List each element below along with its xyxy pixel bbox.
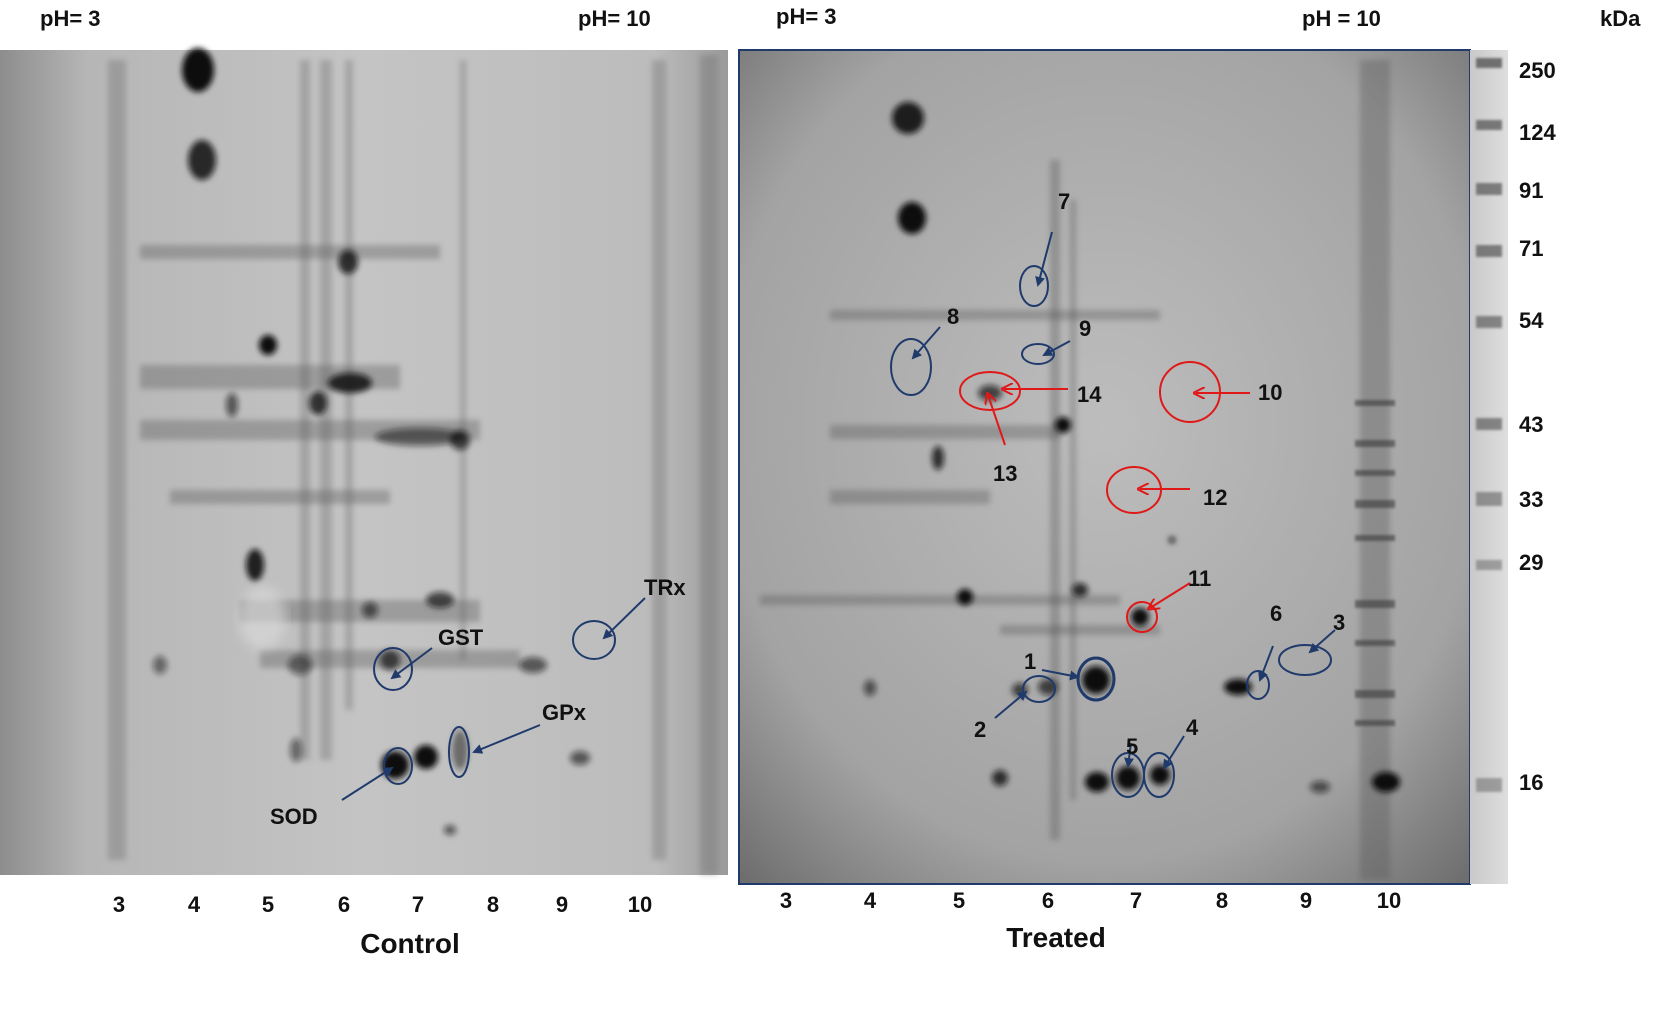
treated-tick-5: 5 bbox=[952, 888, 966, 913]
spot-5-label: 5 bbox=[1126, 734, 1138, 759]
spot-1-label: 1 bbox=[1024, 649, 1036, 674]
marker-43: 43 bbox=[1519, 412, 1544, 437]
treated-caption: Treated bbox=[1006, 922, 1106, 953]
marker-91: 91 bbox=[1519, 178, 1544, 203]
spot-3-label: 3 bbox=[1333, 610, 1345, 635]
marker-ladder bbox=[1470, 50, 1508, 884]
spot-14-label: 14 bbox=[1077, 382, 1102, 407]
spot-4-label: 4 bbox=[1186, 715, 1199, 740]
control-ph-right: pH= 10 bbox=[578, 6, 651, 31]
control-gel: GST GPx SOD TRx bbox=[0, 48, 728, 875]
marker-33: 33 bbox=[1519, 487, 1544, 512]
spot-7-label: 7 bbox=[1058, 189, 1070, 214]
spot-9-circle bbox=[1021, 343, 1055, 365]
spot-2-label: 2 bbox=[974, 717, 986, 742]
spot-2-circle bbox=[1022, 675, 1056, 703]
control-tick-8: 8 bbox=[486, 892, 500, 917]
spot-13-label: 13 bbox=[993, 461, 1017, 486]
sod-label: SOD bbox=[270, 804, 318, 829]
spot-numbers: 1 2 3 4 5 6 7 8 9 10 11 12 13 14 bbox=[947, 189, 1345, 759]
spot-7-circle bbox=[1019, 265, 1049, 307]
gpx-label: GPx bbox=[542, 700, 587, 725]
marker-unit: kDa bbox=[1600, 6, 1641, 31]
control-tick-7: 7 bbox=[411, 892, 425, 917]
trx-circle bbox=[572, 620, 616, 660]
control-ph-left: pH= 3 bbox=[40, 6, 101, 31]
marker-29: 29 bbox=[1519, 550, 1544, 575]
trx-label: TRx bbox=[644, 575, 686, 600]
spot-3-circle bbox=[1278, 644, 1332, 676]
spot-6-circle bbox=[1246, 670, 1270, 700]
marker-16: 16 bbox=[1519, 770, 1544, 795]
control-tick-10: 10 bbox=[627, 892, 653, 917]
treated-tick-7: 7 bbox=[1129, 888, 1143, 913]
treated-tick-6: 6 bbox=[1041, 888, 1055, 913]
control-tick-4: 4 bbox=[187, 892, 201, 917]
gst-label: GST bbox=[438, 625, 484, 650]
spot-6-label: 6 bbox=[1270, 601, 1282, 626]
treated-red-annotations bbox=[959, 361, 1250, 633]
control-annotations bbox=[341, 597, 646, 801]
spot-8-label: 8 bbox=[947, 304, 959, 329]
marker-124: 124 bbox=[1519, 120, 1556, 145]
spot-9-label: 9 bbox=[1079, 316, 1091, 341]
spot-10-label: 10 bbox=[1258, 380, 1282, 405]
gst-circle bbox=[373, 647, 413, 691]
spot-14-circle bbox=[959, 371, 1021, 411]
treated-tick-8: 8 bbox=[1215, 888, 1229, 913]
control-tick-5: 5 bbox=[261, 892, 275, 917]
control-caption: Control bbox=[360, 928, 460, 959]
control-tick-9: 9 bbox=[555, 892, 569, 917]
treated-ph-left: pH= 3 bbox=[776, 4, 837, 29]
control-tick-6: 6 bbox=[337, 892, 351, 917]
treated-tick-4: 4 bbox=[863, 888, 877, 913]
gpx-circle bbox=[448, 726, 470, 778]
marker-54: 54 bbox=[1519, 308, 1544, 333]
spot-8-circle bbox=[890, 338, 932, 396]
treated-ph-right: pH = 10 bbox=[1302, 6, 1381, 31]
treated-blue-annotations bbox=[890, 231, 1336, 798]
spot-11-circle bbox=[1126, 601, 1158, 633]
treated-tick-10: 10 bbox=[1376, 888, 1402, 913]
treated-tick-3: 3 bbox=[779, 888, 793, 913]
marker-250: 250 bbox=[1519, 58, 1556, 83]
sod-circle bbox=[383, 747, 413, 785]
spot-5-circle bbox=[1111, 752, 1145, 798]
spot-11-label: 11 bbox=[1188, 566, 1211, 591]
treated-gel: 1 2 3 4 5 6 7 8 9 10 11 12 13 14 bbox=[738, 49, 1471, 885]
marker-71: 71 bbox=[1519, 236, 1544, 261]
control-tick-3: 3 bbox=[112, 892, 126, 917]
spot-12-label: 12 bbox=[1203, 485, 1227, 510]
treated-tick-9: 9 bbox=[1299, 888, 1313, 913]
